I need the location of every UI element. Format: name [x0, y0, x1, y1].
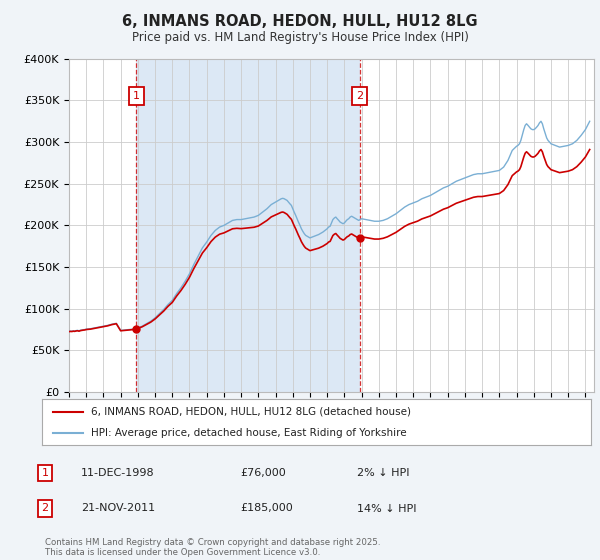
Text: £76,000: £76,000 [240, 468, 286, 478]
Text: HPI: Average price, detached house, East Riding of Yorkshire: HPI: Average price, detached house, East… [91, 428, 407, 438]
Text: 6, INMANS ROAD, HEDON, HULL, HU12 8LG (detached house): 6, INMANS ROAD, HEDON, HULL, HU12 8LG (d… [91, 407, 412, 417]
Text: 2% ↓ HPI: 2% ↓ HPI [357, 468, 409, 478]
Text: Contains HM Land Registry data © Crown copyright and database right 2025.
This d: Contains HM Land Registry data © Crown c… [45, 538, 380, 557]
Text: Price paid vs. HM Land Registry's House Price Index (HPI): Price paid vs. HM Land Registry's House … [131, 31, 469, 44]
Text: 11-DEC-1998: 11-DEC-1998 [81, 468, 155, 478]
Text: 2: 2 [41, 503, 49, 514]
Text: 1: 1 [133, 91, 140, 101]
Text: 1: 1 [41, 468, 49, 478]
Text: 14% ↓ HPI: 14% ↓ HPI [357, 503, 416, 514]
Text: 21-NOV-2011: 21-NOV-2011 [81, 503, 155, 514]
Text: 2: 2 [356, 91, 363, 101]
Bar [136, 59, 359, 392]
Text: 6, INMANS ROAD, HEDON, HULL, HU12 8LG: 6, INMANS ROAD, HEDON, HULL, HU12 8LG [122, 14, 478, 29]
Text: £185,000: £185,000 [240, 503, 293, 514]
